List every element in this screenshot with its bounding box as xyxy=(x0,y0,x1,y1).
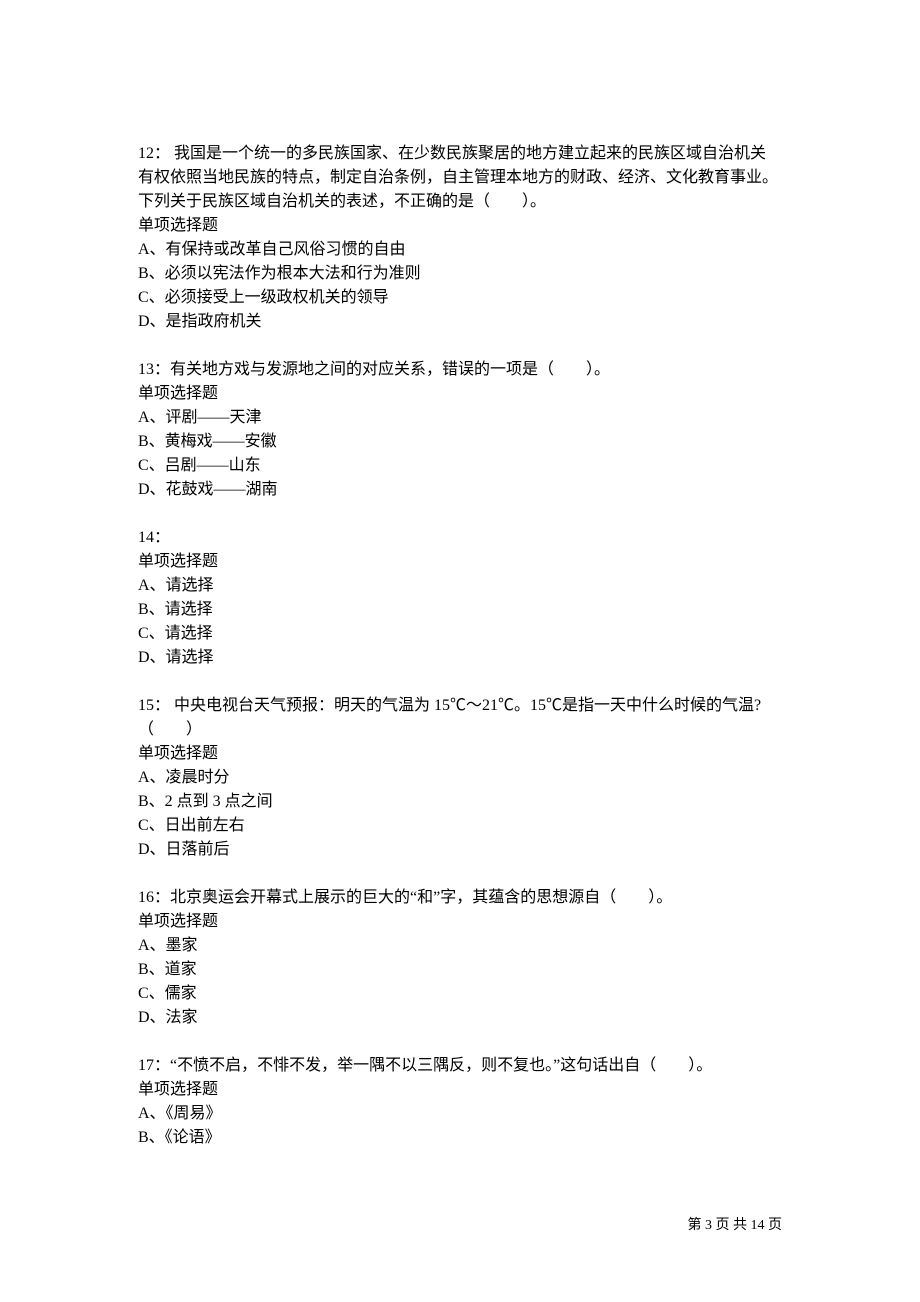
question-number: 12： xyxy=(138,145,170,162)
question-type: 单项选择题 xyxy=(138,550,782,574)
option-c: C、必须接受上一级政权机关的领导 xyxy=(138,286,782,310)
option-b: B、必须以宪法作为根本大法和行为准则 xyxy=(138,262,782,286)
question-type: 单项选择题 xyxy=(138,742,782,766)
question-text: 16：北京奥运会开幕式上展示的巨大的“和”字，其蕴含的思想源自（ ）。 xyxy=(138,889,672,906)
question-text: 13：有关地方戏与发源地之间的对应关系，错误的一项是（ ）。 xyxy=(138,361,610,378)
question-number: 13： xyxy=(138,361,170,378)
option-b: B、《论语》 xyxy=(138,1126,782,1150)
question-16: 16：北京奥运会开幕式上展示的巨大的“和”字，其蕴含的思想源自（ ）。 单项选择… xyxy=(138,886,782,1030)
option-a: A、请选择 xyxy=(138,574,782,598)
question-type: 单项选择题 xyxy=(138,910,782,934)
question-type: 单项选择题 xyxy=(138,382,782,406)
question-15: 15： 中央电视台天气预报：明天的气温为 15℃～21℃。15℃是指一天中什么时… xyxy=(138,694,782,862)
option-b: B、道家 xyxy=(138,958,782,982)
question-body: 我国是一个统一的多民族国家、在少数民族聚居的地方建立起来的民族区域自治机关有权依… xyxy=(138,145,778,210)
question-number: 16： xyxy=(138,889,170,906)
question-number: 15： xyxy=(138,697,170,714)
question-body: “不愤不启，不悱不发，举一隅不以三隅反，则不复也。”这句话出自（ ）。 xyxy=(170,1057,712,1074)
option-d: D、请选择 xyxy=(138,646,782,670)
question-number: 14： xyxy=(138,529,170,546)
question-body: 北京奥运会开幕式上展示的巨大的“和”字，其蕴含的思想源自（ ）。 xyxy=(170,889,672,906)
question-type: 单项选择题 xyxy=(138,214,782,238)
question-body: 有关地方戏与发源地之间的对应关系，错误的一项是（ ）。 xyxy=(170,361,610,378)
option-a: A、有保持或改革自己风俗习惯的自由 xyxy=(138,238,782,262)
question-text: 15： 中央电视台天气预报：明天的气温为 15℃～21℃。15℃是指一天中什么时… xyxy=(138,697,761,738)
option-a: A、评剧——天津 xyxy=(138,406,782,430)
option-b: B、2 点到 3 点之间 xyxy=(138,790,782,814)
page-content: 12： 我国是一个统一的多民族国家、在少数民族聚居的地方建立起来的民族区域自治机… xyxy=(0,0,920,1150)
question-text: 14： xyxy=(138,529,170,546)
option-d: D、法家 xyxy=(138,1006,782,1030)
page-footer: 第 3 页 共 14 页 xyxy=(688,1214,783,1234)
question-12: 12： 我国是一个统一的多民族国家、在少数民族聚居的地方建立起来的民族区域自治机… xyxy=(138,142,782,334)
question-type: 单项选择题 xyxy=(138,1078,782,1102)
option-d: D、花鼓戏——湖南 xyxy=(138,478,782,502)
question-17: 17：“不愤不启，不悱不发，举一隅不以三隅反，则不复也。”这句话出自（ ）。 单… xyxy=(138,1054,782,1150)
question-body: 中央电视台天气预报：明天的气温为 15℃～21℃。15℃是指一天中什么时候的气温… xyxy=(138,697,761,738)
question-13: 13：有关地方戏与发源地之间的对应关系，错误的一项是（ ）。 单项选择题 A、评… xyxy=(138,358,782,502)
option-c: C、吕剧——山东 xyxy=(138,454,782,478)
question-text: 17：“不愤不启，不悱不发，举一隅不以三隅反，则不复也。”这句话出自（ ）。 xyxy=(138,1057,712,1074)
question-number: 17： xyxy=(138,1057,170,1074)
option-a: A、凌晨时分 xyxy=(138,766,782,790)
option-d: D、日落前后 xyxy=(138,838,782,862)
option-c: C、日出前左右 xyxy=(138,814,782,838)
option-b: B、请选择 xyxy=(138,598,782,622)
option-d: D、是指政府机关 xyxy=(138,310,782,334)
option-c: C、请选择 xyxy=(138,622,782,646)
option-a: A、墨家 xyxy=(138,934,782,958)
option-c: C、儒家 xyxy=(138,982,782,1006)
option-b: B、黄梅戏——安徽 xyxy=(138,430,782,454)
option-a: A、《周易》 xyxy=(138,1102,782,1126)
question-text: 12： 我国是一个统一的多民族国家、在少数民族聚居的地方建立起来的民族区域自治机… xyxy=(138,145,778,210)
question-14: 14： 单项选择题 A、请选择 B、请选择 C、请选择 D、请选择 xyxy=(138,526,782,670)
